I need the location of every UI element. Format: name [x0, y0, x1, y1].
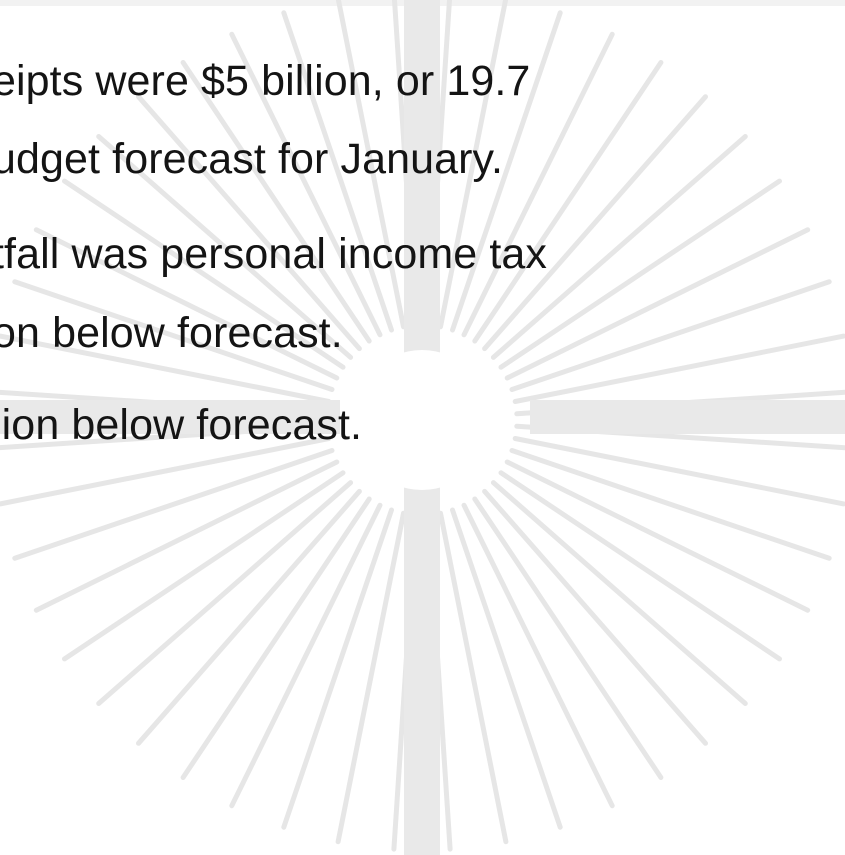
- sunburst-ray: [512, 436, 845, 507]
- sunburst-ray: [12, 279, 335, 392]
- sunburst-ray: [281, 507, 394, 830]
- sunburst-ray: [62, 470, 346, 662]
- sunburst-ray: [512, 333, 845, 404]
- sunburst-ray: [472, 60, 664, 344]
- sunburst-ray: [509, 279, 832, 392]
- sunburst-ray: [0, 333, 332, 404]
- sunburst-ray: [482, 488, 708, 746]
- sunburst-ray: [180, 60, 372, 344]
- sunburst-ray: [450, 10, 563, 333]
- sunburst-ray: [490, 134, 748, 360]
- sunburst-ray: [335, 0, 406, 330]
- sunburst-ray: [504, 227, 811, 381]
- sunburst-ray: [229, 502, 383, 809]
- sunburst-ray: [96, 480, 354, 706]
- bullet-2-line-2: on below forecast.: [0, 309, 343, 357]
- sunburst-ray: [461, 31, 615, 338]
- sunburst-ray: [450, 507, 563, 830]
- sunburst-ray: [136, 488, 362, 746]
- sunburst-ray: [12, 448, 335, 561]
- sunburst-ray: [438, 510, 509, 845]
- sunburst-ray: [136, 94, 362, 352]
- sunburst-ray: [0, 436, 332, 507]
- sunburst-ray: [96, 134, 354, 360]
- sunburst-ray: [504, 459, 811, 613]
- sunburst-ray: [33, 227, 340, 381]
- sunburst-ray: [229, 31, 383, 338]
- sunburst-ray: [498, 470, 782, 662]
- sunburst-ray: [490, 480, 748, 706]
- sunburst-ray: [472, 496, 664, 780]
- bullet-3-line-1: lion below forecast.: [0, 401, 363, 449]
- sunburst-ray: [33, 459, 340, 613]
- bullet-2-line-1: tfall was personal income tax: [0, 230, 547, 278]
- sunburst-ray: [509, 448, 832, 561]
- sunburst-ray: [335, 510, 406, 845]
- bullet-1-line-2: udget forecast for January.: [0, 135, 504, 183]
- sunburst-ray: [281, 10, 394, 333]
- sunburst-ray: [438, 0, 509, 330]
- sunburst-ray: [461, 502, 615, 809]
- sunburst-ray: [498, 178, 782, 370]
- sunburst-ray: [62, 178, 346, 370]
- bullet-1-line-1: eipts were $5 billion, or 19.7: [0, 57, 531, 105]
- sunburst-ray: [482, 94, 708, 352]
- sunburst-ray: [180, 496, 372, 780]
